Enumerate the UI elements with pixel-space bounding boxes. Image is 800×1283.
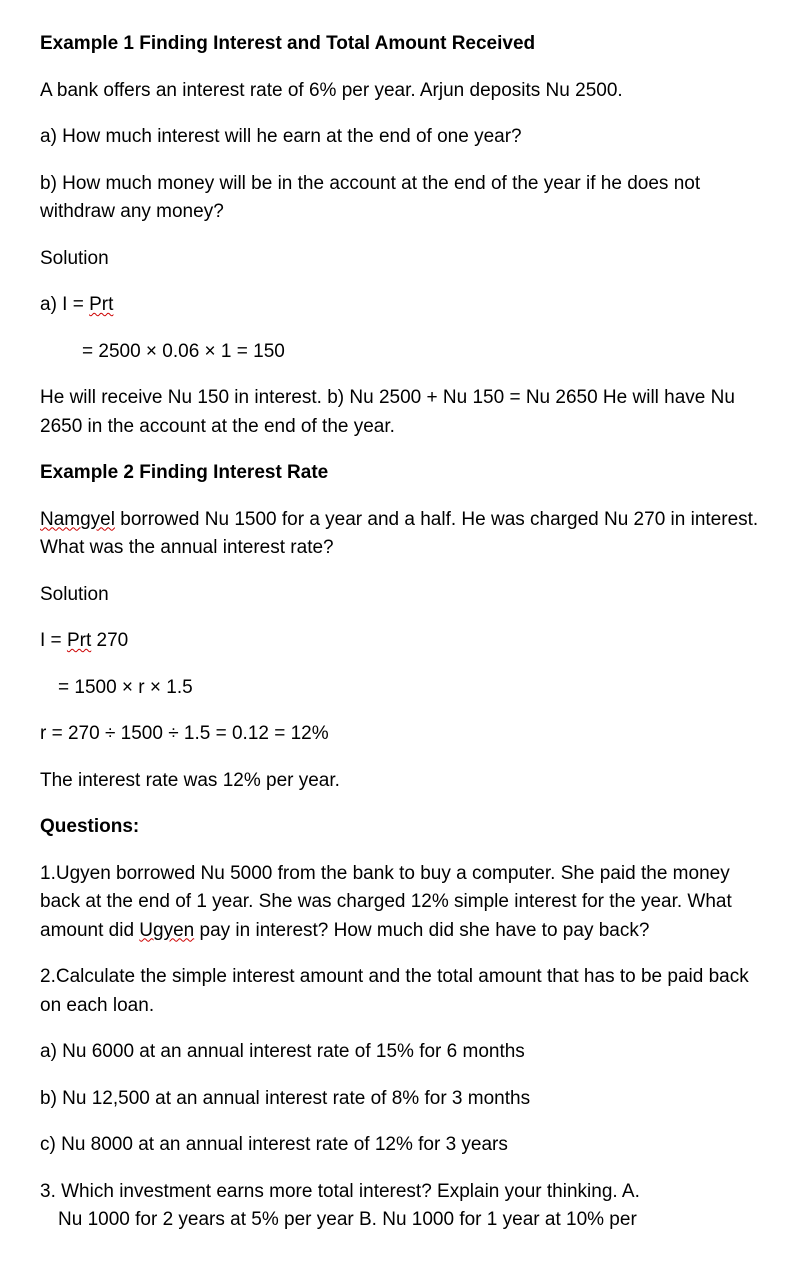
spellcheck-ugyen: Ugyen (139, 920, 194, 941)
formula-line-a: a) I = Prt (40, 291, 760, 320)
example-1-answer: He will receive Nu 150 in interest. b) N… (40, 384, 760, 441)
question-3: 3. Which investment earns more total int… (40, 1178, 760, 1235)
question-2b: b) Nu 12,500 at an annual interest rate … (40, 1085, 760, 1114)
example-2-answer: The interest rate was 12% per year. (40, 767, 760, 796)
spellcheck-namgyel: Namgyel (40, 509, 115, 530)
example-1-question-a: a) How much interest will he earn at the… (40, 123, 760, 152)
formula-a-pre: a) I = (40, 294, 89, 315)
example-1-title: Example 1 Finding Interest and Total Amo… (40, 30, 760, 59)
formula-1-pre: I = (40, 630, 67, 651)
question-1-post: pay in interest? How much did she have t… (194, 920, 649, 941)
question-2: 2.Calculate the simple interest amount a… (40, 963, 760, 1020)
question-1: 1.Ugyen borrowed Nu 5000 from the bank t… (40, 860, 760, 946)
spellcheck-prt-2: Prt (67, 630, 91, 651)
questions-title: Questions: (40, 813, 760, 842)
example-2-intro: Namgyel borrowed Nu 1500 for a year and … (40, 506, 760, 563)
question-2a: a) Nu 6000 at an annual interest rate of… (40, 1038, 760, 1067)
formula-line-1: I = Prt 270 (40, 627, 760, 656)
formula-calc: = 2500 × 0.06 × 1 = 150 (40, 338, 760, 367)
spellcheck-prt-1: Prt (89, 294, 113, 315)
example-1-question-b: b) How much money will be in the account… (40, 170, 760, 227)
example-1-intro: A bank offers an interest rate of 6% per… (40, 77, 760, 106)
question-3-line1: 3. Which investment earns more total int… (40, 1181, 640, 1202)
example-2-title: Example 2 Finding Interest Rate (40, 459, 760, 488)
formula-line-2: = 1500 × r × 1.5 (40, 674, 760, 703)
question-2c: c) Nu 8000 at an annual interest rate of… (40, 1131, 760, 1160)
solution-label-1: Solution (40, 245, 760, 274)
solution-label-2: Solution (40, 581, 760, 610)
example-2-intro-rest: borrowed Nu 1500 for a year and a half. … (40, 509, 758, 559)
question-3-line2: Nu 1000 for 2 years at 5% per year B. Nu… (40, 1206, 637, 1235)
formula-line-3: r = 270 ÷ 1500 ÷ 1.5 = 0.12 = 12% (40, 720, 760, 749)
formula-1-post: 270 (91, 630, 128, 651)
